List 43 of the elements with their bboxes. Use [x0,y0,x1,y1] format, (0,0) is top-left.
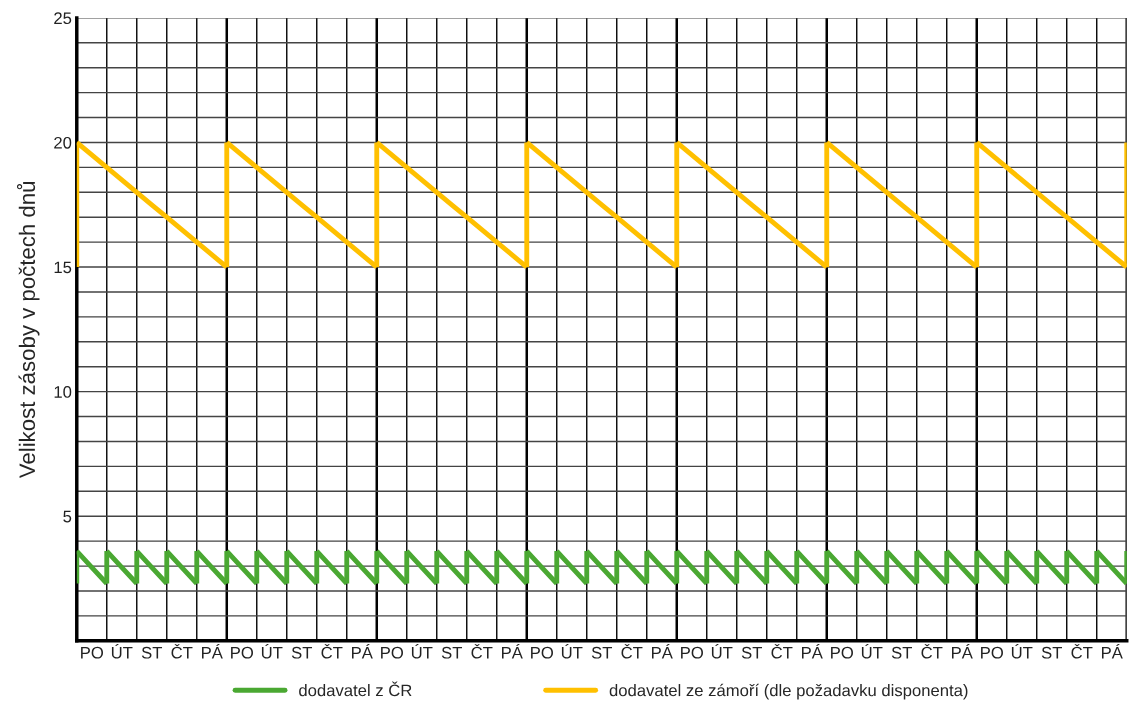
x-tick-label: PÁ [952,644,973,659]
y-tick-label: 15 [54,261,72,274]
y-tick-label: 20 [54,136,72,149]
y-tick-label: 10 [54,386,72,398]
x-tick-label: PÁ [1101,644,1123,659]
x-tick-label: ÚT [1011,644,1033,659]
x-tick-label: PÁ [802,644,823,659]
x-tick-label: PO [231,646,254,659]
y-axis-title: Velikost zásoby v počtech dnů [16,181,40,479]
x-tick-label: ÚT [561,644,583,659]
x-tick-label: PO [681,646,703,659]
x-tick-label: PO [81,646,104,659]
x-tick-label: PO [531,646,553,659]
legend-label: dodavatel ze zámoří (dle požadavku disponenta) [609,683,968,700]
x-tick-label: ST [741,646,763,659]
x-tick-label: ST [891,646,913,659]
x-tick-label: ČT [771,643,793,659]
x-tick-label: PO [831,646,853,659]
x-tick-label: ST [291,646,313,659]
x-tick-label: PÁ [652,644,673,659]
x-tick-label: ÚT [711,644,733,659]
x-tick-label: ÚT [261,644,283,659]
x-tick-label: ČT [171,643,193,659]
x-tick-label: ÚT [861,644,883,659]
x-tick-label: ČT [1071,643,1093,659]
x-tick-label: PÁ [502,644,523,659]
x-tick-label: ÚT [111,644,133,659]
y-tick-label: 25 [54,12,72,25]
x-tick-label: ČT [321,643,343,659]
legend-label: dodavatel z ČR [299,681,412,697]
x-tick-label: ÚT [411,644,433,659]
y-tick-label: 5 [63,510,72,523]
x-tick-label: ST [141,646,163,659]
x-tick-label: PÁ [352,644,373,659]
x-tick-label: ST [591,646,613,659]
x-tick-label: ČT [921,643,943,659]
x-tick-label: ČT [621,643,643,659]
x-tick-label: PO [381,646,404,659]
x-tick-label: ST [1041,646,1063,659]
x-tick-label: ST [441,646,463,659]
x-tick-label: PO [981,646,1003,659]
x-tick-label: ČT [471,643,493,659]
x-tick-label: PÁ [202,644,223,659]
